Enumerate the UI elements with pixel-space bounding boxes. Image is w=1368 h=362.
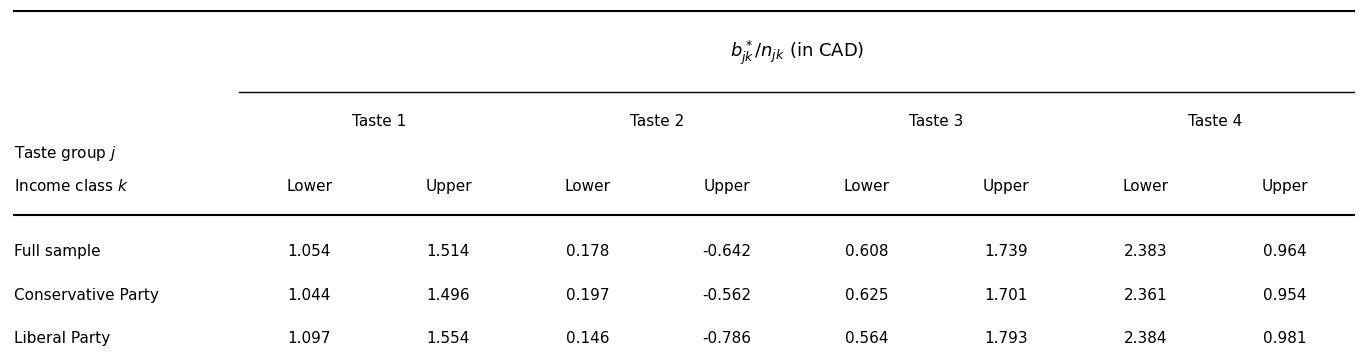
Text: Taste 4: Taste 4	[1187, 114, 1242, 129]
Text: Upper: Upper	[705, 179, 751, 194]
Text: Liberal Party: Liberal Party	[14, 331, 109, 346]
Text: 1.054: 1.054	[287, 244, 331, 259]
Text: Lower: Lower	[844, 179, 889, 194]
Text: 1.044: 1.044	[287, 287, 331, 303]
Text: Taste 2: Taste 2	[631, 114, 684, 129]
Text: Income class $k$: Income class $k$	[14, 178, 129, 194]
Text: 1.554: 1.554	[427, 331, 471, 346]
Text: 0.964: 0.964	[1263, 244, 1306, 259]
Text: Upper: Upper	[1261, 179, 1308, 194]
Text: 1.496: 1.496	[427, 287, 471, 303]
Text: 1.793: 1.793	[984, 331, 1027, 346]
Text: 0.981: 0.981	[1263, 331, 1306, 346]
Text: Upper: Upper	[425, 179, 472, 194]
Text: 1.739: 1.739	[984, 244, 1027, 259]
Text: 0.954: 0.954	[1263, 287, 1306, 303]
Text: -0.642: -0.642	[703, 244, 751, 259]
Text: 1.701: 1.701	[984, 287, 1027, 303]
Text: 1.514: 1.514	[427, 244, 471, 259]
Text: -0.786: -0.786	[703, 331, 751, 346]
Text: 2.384: 2.384	[1123, 331, 1167, 346]
Text: 0.625: 0.625	[845, 287, 888, 303]
Text: Conservative Party: Conservative Party	[14, 287, 159, 303]
Text: Taste 1: Taste 1	[352, 114, 406, 129]
Text: $b^*_{jk}/n_{jk}$ (in CAD): $b^*_{jk}/n_{jk}$ (in CAD)	[729, 38, 865, 67]
Text: Lower: Lower	[286, 179, 332, 194]
Text: 0.197: 0.197	[566, 287, 610, 303]
Text: 0.608: 0.608	[845, 244, 888, 259]
Text: Lower: Lower	[565, 179, 611, 194]
Text: Taste group $j$: Taste group $j$	[14, 144, 116, 163]
Text: Upper: Upper	[982, 179, 1029, 194]
Text: 0.146: 0.146	[566, 331, 610, 346]
Text: Lower: Lower	[1122, 179, 1168, 194]
Text: 0.178: 0.178	[566, 244, 610, 259]
Text: Taste 3: Taste 3	[910, 114, 963, 129]
Text: 1.097: 1.097	[287, 331, 331, 346]
Text: Full sample: Full sample	[14, 244, 100, 259]
Text: 0.564: 0.564	[845, 331, 888, 346]
Text: 2.361: 2.361	[1123, 287, 1167, 303]
Text: 2.383: 2.383	[1123, 244, 1167, 259]
Text: -0.562: -0.562	[703, 287, 751, 303]
